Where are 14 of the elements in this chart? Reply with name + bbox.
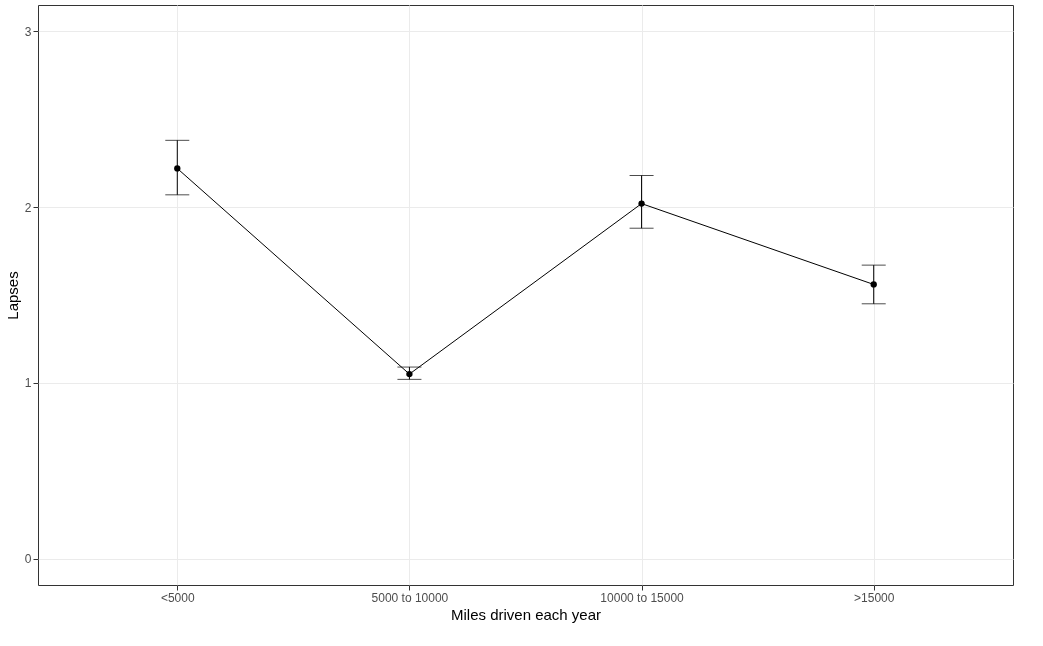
y-tick-label: 2 bbox=[24, 200, 32, 215]
y-tick-label: 0 bbox=[24, 552, 32, 567]
x-tick-label: >15000 bbox=[854, 590, 895, 605]
x-axis-title: Miles driven each year bbox=[450, 605, 602, 623]
x-tick-label: <5000 bbox=[160, 590, 195, 605]
point bbox=[174, 165, 181, 172]
x-tick-label: 10000 to 15000 bbox=[600, 590, 685, 605]
y-tick-label: 1 bbox=[24, 376, 32, 391]
point bbox=[870, 281, 877, 288]
y-tick-label: 3 bbox=[24, 24, 32, 39]
point bbox=[406, 370, 413, 378]
point bbox=[638, 200, 645, 207]
y-axis-title: Lapses bbox=[3, 271, 21, 320]
x-tick-label: 5000 to 10000 bbox=[371, 590, 449, 605]
